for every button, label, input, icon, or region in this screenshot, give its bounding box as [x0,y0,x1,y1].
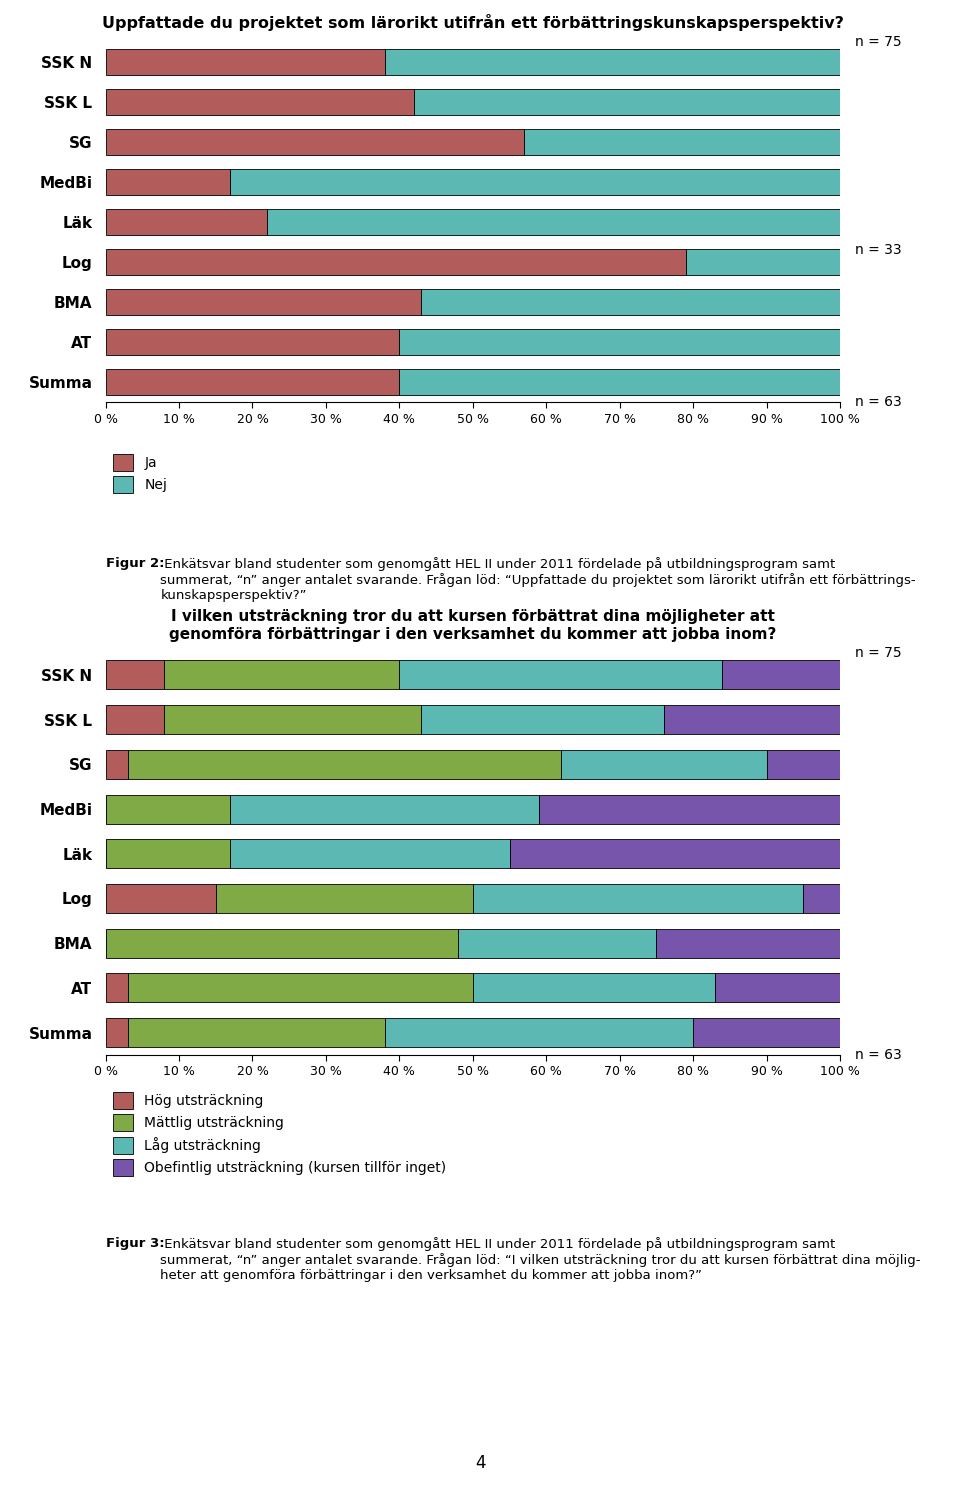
Text: n = 75: n = 75 [854,34,901,49]
Bar [399,329,840,355]
Bar [539,794,840,824]
Bar [106,1018,128,1047]
Bar [106,209,267,235]
Text: Enkätsvar bland studenter som genomgått HEL II under 2011 fördelade på utbildnin: Enkätsvar bland studenter som genomgått … [160,557,916,602]
Bar [106,329,399,355]
Bar [106,928,458,958]
Bar [106,249,685,276]
Bar [230,168,840,195]
Text: n = 63: n = 63 [854,395,901,410]
Bar [399,660,723,690]
Bar [216,884,472,913]
Bar [128,749,561,779]
Bar [414,89,840,115]
Bar [230,794,539,824]
Bar [106,89,414,115]
Bar [524,128,840,155]
Text: Figur 3:: Figur 3: [106,1237,164,1250]
Bar [106,49,385,74]
Bar [399,370,840,395]
Bar [128,973,472,1003]
Text: Enkätsvar bland studenter som genomgått HEL II under 2011 fördelade på utbildnin: Enkätsvar bland studenter som genomgått … [160,1237,921,1281]
Bar [106,289,421,316]
Text: Figur 2:: Figur 2: [106,557,164,571]
Legend: Ja, Nej: Ja, Nej [112,454,167,493]
Bar [106,168,230,195]
Title: Uppfattade du projektet som lärorikt utifrån ett förbättringskunskapsperspektiv?: Uppfattade du projektet som lärorikt uti… [102,13,844,31]
Bar [458,928,657,958]
Bar [164,660,399,690]
Bar [385,49,840,74]
Bar [106,794,230,824]
Bar [106,660,164,690]
Text: 4: 4 [475,1454,485,1472]
Bar [693,1018,840,1047]
Bar [472,973,715,1003]
Bar [106,705,164,735]
Bar [510,839,840,869]
Bar [106,370,399,395]
Bar [164,705,421,735]
Bar [663,705,840,735]
Bar [767,749,840,779]
Bar [267,209,840,235]
Bar [561,749,766,779]
Bar [106,749,128,779]
Bar [106,884,216,913]
Text: n = 33: n = 33 [854,243,901,258]
Bar [385,1018,693,1047]
Bar [715,973,840,1003]
Bar [106,128,524,155]
Bar [421,705,663,735]
Bar [685,249,840,276]
Legend: Hög utsträckning, Mättlig utsträckning, Låg utsträckning, Obefintlig utsträcknin: Hög utsträckning, Mättlig utsträckning, … [112,1092,446,1176]
Title: I vilken utsträckning tror du att kursen förbättrat dina möjligheter att
genomfö: I vilken utsträckning tror du att kursen… [169,609,777,642]
Bar [472,884,804,913]
Text: n = 63: n = 63 [854,1047,901,1062]
Bar [657,928,840,958]
Bar [421,289,840,316]
Bar [128,1018,385,1047]
Bar [723,660,840,690]
Text: n = 75: n = 75 [854,645,901,660]
Bar [106,973,128,1003]
Bar [230,839,510,869]
Bar [804,884,840,913]
Bar [106,839,230,869]
